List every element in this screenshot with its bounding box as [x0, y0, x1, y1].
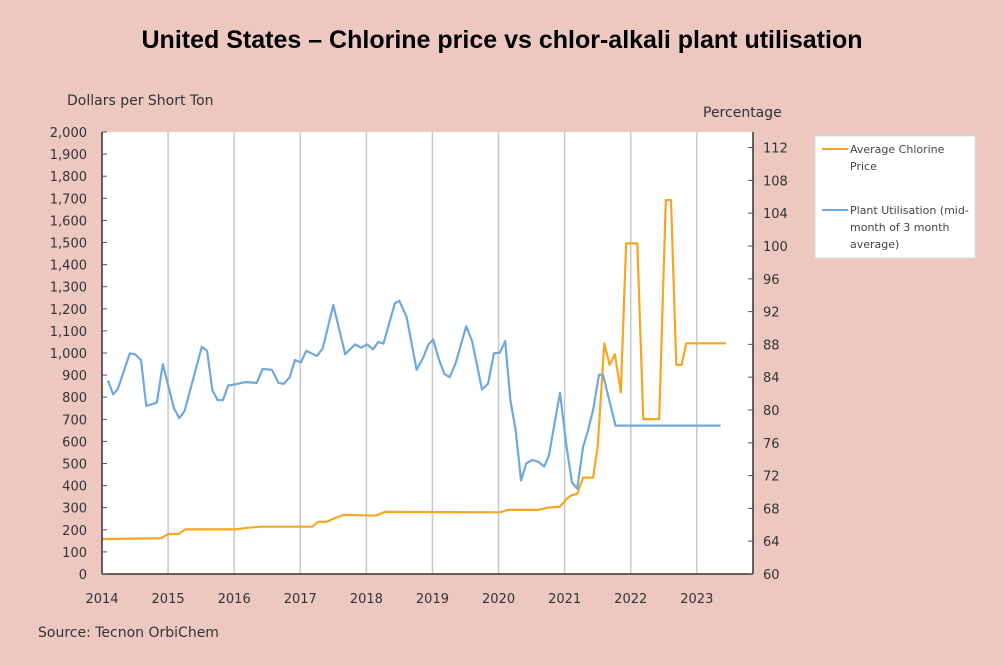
- y-tick-label: 1,300: [50, 281, 87, 296]
- y-right-tick-label: 92: [763, 306, 780, 321]
- y-right-tick-label: 108: [763, 174, 788, 189]
- y-right-tick-label: 68: [763, 502, 780, 517]
- y-tick-label: 1,100: [50, 325, 87, 340]
- y-right-tick-label: 112: [763, 142, 788, 157]
- tick-labels: 2014 2015 2016 2017 2018 2019 2020 2021 2022 2023…: [50, 126, 788, 607]
- legend-label-price: Average Chlorine: [850, 143, 945, 156]
- y-tick-label: 100: [62, 546, 87, 561]
- y-right-tick-label: 100: [763, 240, 788, 255]
- y-right-tick-label: 60: [763, 568, 780, 583]
- x-tick-label: 2019: [416, 592, 449, 607]
- legend-label-utilisation: Plant Utilisation (mid-: [850, 204, 969, 217]
- price-line: [101, 199, 726, 541]
- y-tick-label: 300: [62, 502, 87, 517]
- plot-area: [102, 132, 753, 574]
- y-right-tick-label: 88: [763, 338, 780, 353]
- source-note: Source: Tecnon OrbiChem: [38, 625, 219, 641]
- legend: Average Chlorine Price Plant Utilisation…: [814, 135, 976, 259]
- x-tick-label: 2017: [284, 592, 317, 607]
- y-tick-label: 1,000: [50, 347, 87, 362]
- y-tick-label: 1,800: [50, 170, 87, 185]
- chart-title: United States – Chlorine price vs chlor-…: [141, 26, 863, 54]
- legend-box: [814, 135, 976, 259]
- y-right-tick-label: 76: [763, 437, 780, 452]
- y-tick-label: 800: [62, 391, 87, 406]
- y-right-tick-label: 84: [763, 371, 780, 386]
- y-tick-label: 900: [62, 369, 87, 384]
- x-tick-label: 2022: [614, 592, 647, 607]
- legend-label-utilisation: month of 3 month: [850, 221, 950, 234]
- y-right-tick-label: 104: [763, 207, 788, 222]
- utilisation-line: [106, 299, 721, 490]
- y-tick-label: 200: [62, 524, 87, 539]
- y-right-tick-label: 72: [763, 470, 780, 485]
- y-tick-label: 600: [62, 435, 87, 450]
- legend-label-utilisation: average): [850, 238, 899, 251]
- y-right-tick-label: 96: [763, 273, 780, 288]
- y-tick-label: 1,900: [50, 148, 87, 163]
- right-axis-label: Percentage: [703, 105, 782, 121]
- x-tick-label: 2023: [680, 592, 713, 607]
- y-tick-label: 2,000: [50, 126, 87, 141]
- x-tick-label: 2016: [218, 592, 251, 607]
- y-tick-label: 1,200: [50, 303, 87, 318]
- y-tick-label: 1,700: [50, 192, 87, 207]
- y-tick-label: 1,500: [50, 237, 87, 252]
- y-tick-label: 500: [62, 458, 87, 473]
- y-right-tick-label: 64: [763, 535, 780, 550]
- y-tick-label: 0: [79, 568, 87, 583]
- y-tick-label: 1,400: [50, 259, 87, 274]
- x-tick-label: 2021: [548, 592, 581, 607]
- x-tick-label: 2014: [85, 592, 118, 607]
- x-tick-label: 2015: [152, 592, 185, 607]
- x-tick-label: 2018: [350, 592, 383, 607]
- y-tick-label: 1,600: [50, 214, 87, 229]
- x-tick-label: 2020: [482, 592, 515, 607]
- y-right-tick-label: 80: [763, 404, 780, 419]
- legend-label-price: Price: [850, 160, 877, 173]
- left-axis-label: Dollars per Short Ton: [67, 93, 214, 109]
- y-tick-label: 700: [62, 413, 87, 428]
- y-tick-label: 400: [62, 480, 87, 495]
- series-lines: [101, 199, 726, 541]
